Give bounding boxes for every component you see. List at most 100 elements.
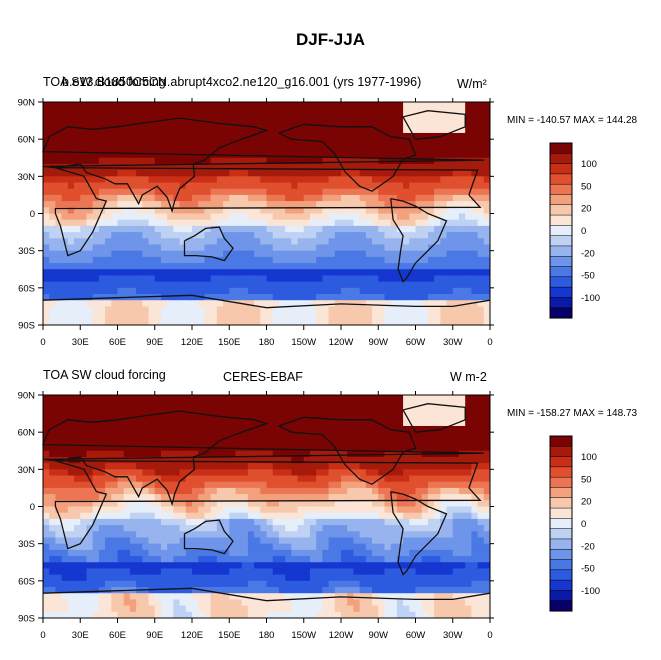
y-tick-label: 90S	[18, 321, 35, 332]
heatmap-cell	[328, 102, 336, 109]
heatmap-cell	[192, 300, 199, 307]
heatmap-cell	[347, 306, 354, 314]
heatmap-cell	[278, 318, 286, 326]
heatmap-cell	[446, 114, 454, 121]
heatmap-cell	[49, 170, 56, 177]
heatmap-cell	[67, 494, 75, 501]
heatmap-cell	[303, 213, 311, 221]
heatmap-cell	[173, 574, 180, 582]
heatmap-cell	[185, 256, 193, 264]
heatmap-cell	[92, 525, 100, 532]
heatmap-cell	[229, 568, 236, 576]
heatmap-cell	[446, 139, 454, 146]
heatmap-cell	[92, 225, 100, 233]
heatmap-cell	[316, 102, 323, 109]
heatmap-cell	[247, 580, 255, 588]
heatmap-cell	[440, 432, 447, 439]
heatmap-cell	[458, 531, 466, 538]
heatmap-cell	[167, 232, 174, 239]
heatmap-cell	[136, 244, 143, 252]
heatmap-cell	[129, 574, 137, 582]
heatmap-cell	[378, 318, 385, 326]
heatmap-cell	[154, 287, 162, 295]
heatmap-cell	[458, 494, 466, 501]
heatmap-cell	[129, 543, 137, 551]
heatmap-cell	[179, 294, 187, 301]
heatmap-cell	[347, 157, 354, 165]
heatmap-cell	[278, 300, 286, 307]
heatmap-cell	[136, 543, 143, 551]
heatmap-cell	[123, 157, 131, 165]
heatmap-cell	[446, 401, 454, 408]
heatmap-cell	[235, 506, 243, 514]
heatmap-cell	[359, 207, 367, 214]
heatmap-cell	[173, 413, 180, 421]
heatmap-cell	[49, 494, 56, 501]
heatmap-cell	[43, 108, 50, 115]
heatmap-cell	[223, 300, 230, 307]
heatmap-cell	[229, 318, 236, 326]
heatmap-cell	[328, 294, 336, 301]
heatmap-cell	[173, 213, 180, 221]
heatmap-cell	[471, 120, 478, 128]
heatmap-cell	[272, 413, 280, 421]
heatmap-cell	[309, 318, 317, 326]
heatmap-cell	[61, 219, 69, 227]
heatmap-cell	[154, 275, 162, 283]
heatmap-cell	[173, 120, 180, 128]
heatmap-cell	[285, 450, 292, 458]
heatmap-cell	[92, 269, 100, 276]
heatmap-cell	[210, 194, 218, 202]
y-tick-label: 60S	[18, 283, 35, 294]
heatmap-cell	[390, 512, 398, 520]
heatmap-cell	[278, 438, 286, 445]
panel2-map: 0 30E 60E 90E 120E 150E 180 150W 120W 90W 60W 30W 09…	[18, 391, 494, 641]
heatmap-cell	[247, 188, 255, 196]
heatmap-cell	[254, 132, 261, 140]
heatmap-cell	[353, 500, 361, 507]
heatmap-cell	[61, 194, 69, 202]
heatmap-cell	[458, 568, 466, 576]
heatmap-cell	[341, 413, 348, 421]
heatmap-cell	[136, 207, 143, 214]
heatmap-cell	[465, 543, 472, 551]
heatmap-cell	[266, 500, 274, 507]
heatmap-cell	[216, 587, 224, 594]
heatmap-cell	[378, 312, 385, 320]
heatmap-cell	[260, 201, 267, 208]
heatmap-cell	[353, 487, 361, 495]
heatmap-cell	[247, 487, 255, 495]
heatmap-cell	[341, 170, 348, 177]
heatmap-cell	[328, 170, 336, 177]
heatmap-cell	[49, 318, 56, 326]
heatmap-cell	[86, 219, 94, 227]
heatmap-cell	[291, 126, 298, 134]
heatmap-cell	[92, 139, 100, 146]
heatmap-cell	[204, 256, 212, 264]
heatmap-cell	[136, 269, 143, 276]
heatmap-cell	[285, 269, 292, 276]
heatmap-cell	[80, 225, 87, 233]
heatmap-cell	[192, 294, 199, 301]
heatmap-cell	[92, 102, 100, 109]
heatmap-cell	[247, 587, 255, 594]
heatmap-cell	[223, 194, 230, 202]
heatmap-cell	[396, 225, 404, 233]
heatmap-cell	[260, 170, 267, 177]
heatmap-cell	[216, 537, 224, 545]
heatmap-cell	[434, 132, 441, 140]
heatmap-cell	[328, 432, 336, 439]
heatmap-cell	[384, 518, 392, 526]
heatmap-cell	[86, 562, 94, 569]
heatmap-cell	[477, 120, 485, 128]
heatmap-cell	[440, 580, 447, 588]
heatmap-cell	[322, 232, 329, 239]
heatmap-cell	[49, 219, 56, 227]
heatmap-cell	[192, 256, 199, 264]
heatmap-cell	[365, 419, 373, 427]
heatmap-cell	[160, 568, 168, 576]
heatmap-cell	[192, 287, 199, 295]
heatmap-cell	[235, 312, 243, 320]
heatmap-cell	[192, 425, 199, 433]
heatmap-cell	[378, 580, 385, 588]
